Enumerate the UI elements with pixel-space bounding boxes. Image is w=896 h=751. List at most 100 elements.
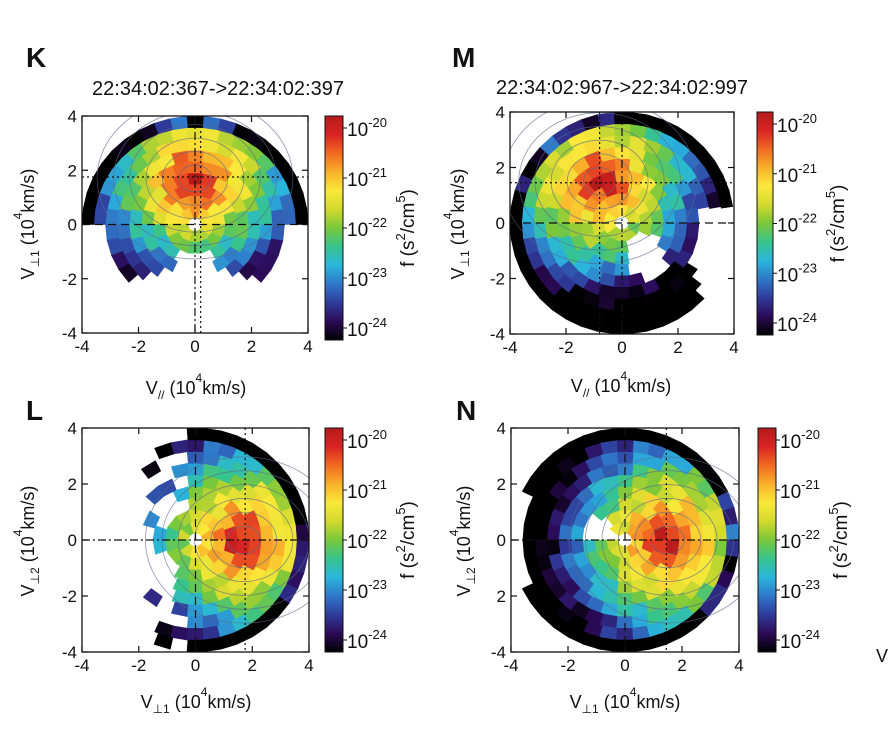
colorbar-label: f (s2/cm5) (393, 189, 419, 267)
heat-cell (632, 637, 651, 652)
y-tick-label: -4 (490, 325, 505, 344)
colorbar-tick-label: 10-24 (777, 310, 817, 336)
y-axis-label: V⊥1 (104km/s) (11, 169, 42, 280)
colorbar-tick-label: 10-22 (347, 215, 387, 241)
colorbar-tick-label: 10-22 (777, 211, 817, 237)
panel-N: N -4 -2 0 2 4 4 2 0 2 -4 V⊥1 (104km/s) V⊥2 (104km/s)… (447, 395, 852, 716)
heat-cell (131, 261, 152, 281)
colorbar-tick-label: 10-22 (347, 527, 387, 553)
heat-cell (678, 262, 698, 283)
heat-cell (629, 319, 648, 334)
x-tick-label: 2 (248, 656, 257, 675)
heat-cell (533, 206, 547, 224)
guide-lines (511, 428, 739, 652)
heat-cell (82, 207, 96, 225)
x-tick-label: -2 (558, 338, 573, 357)
heat-cell (677, 539, 692, 557)
heat-cell (546, 523, 561, 541)
colorbar-tick-label: 10-20 (780, 427, 820, 453)
heat-cell (142, 510, 161, 529)
y-tick-label: 2 (68, 475, 77, 494)
y-tick-label: 2 (497, 475, 506, 494)
contour-line (585, 470, 739, 610)
colorbar: 10-20 10-21 10-22 10-23 10-24 f (s2/cm5) (756, 111, 849, 336)
x-tick-label: -2 (131, 337, 146, 356)
x-tick-label: 4 (304, 656, 313, 675)
panel-letter: M (452, 42, 475, 73)
heat-cell (142, 588, 163, 608)
panel-title: 22:34:02:367->22:34:02:397 (92, 78, 344, 100)
x-tick-label: 2 (677, 656, 686, 675)
y-tick-label: 0 (497, 531, 506, 550)
heat-cell (599, 428, 618, 443)
panel-letter: N (456, 395, 476, 426)
colorbar-tick-label: 10-24 (780, 627, 820, 653)
x-tick-label: -4 (74, 337, 89, 356)
heat-cell (681, 276, 702, 297)
contour-line (161, 470, 309, 610)
heat-cell (140, 460, 162, 479)
x-tick-label: -4 (503, 656, 518, 675)
panel-letter: L (26, 395, 43, 426)
heat-cell (673, 222, 688, 239)
colorbar-tick-label: 10-20 (347, 115, 387, 141)
panel-M: M22:34:02:967->22:34:02:997-4 -2 0 2 4420-2-… (441, 42, 849, 400)
heat-cell (521, 476, 542, 497)
heat-cell (638, 222, 653, 237)
heat-cell (522, 539, 537, 557)
y-tick-label: 0 (68, 531, 77, 550)
contour-line (568, 456, 739, 624)
x-tick-label: 0 (620, 656, 629, 675)
colorbar-gradient (324, 115, 344, 341)
heatmap-cells (521, 428, 739, 652)
heat-cell (632, 428, 651, 443)
heat-cell (295, 539, 309, 558)
panel-title: 22:34:02:967->22:34:02:997 (496, 77, 748, 99)
guide-lines (82, 428, 309, 652)
y-axis-label: V⊥1 (104km/s) (441, 169, 472, 280)
colorbar-gradient (757, 427, 777, 653)
heatmap-cells (140, 428, 309, 652)
heat-cell (684, 290, 705, 311)
y-tick-label: 0 (496, 214, 505, 233)
heat-cell (152, 539, 167, 555)
panel-letter: K (26, 42, 46, 73)
heat-cell (283, 523, 298, 541)
colorbar-tick-label: 10-24 (347, 627, 387, 653)
heat-cell (546, 539, 561, 557)
colorbar: 10-20 10-21 10-22 10-23 10-24 f (s2/cm5) (757, 427, 852, 653)
heat-cell (510, 206, 524, 224)
heat-cell (685, 222, 700, 240)
colorbar: 10-20 10-21 10-22 10-23 10-24 f (s2/cm5) (324, 427, 419, 653)
heat-cell (128, 208, 143, 225)
colorbar-tick-label: 10-22 (780, 527, 820, 553)
heat-cell (521, 206, 535, 224)
heat-cell (105, 208, 119, 225)
x-tick-label: 4 (303, 337, 312, 356)
heat-cell (294, 207, 308, 225)
heat-cell (510, 222, 524, 240)
y-tick-label: 0 (68, 216, 77, 235)
panel-L: L -4 -2 0 2 4 4 2 0 -2 -4 V⊥1 (104km/s) V⊥2 (104km/s… (11, 395, 419, 716)
colorbar: 10-20 10-21 10-22 10-23 10-24 f (s2/cm5) (324, 115, 419, 341)
heat-cell (259, 539, 274, 557)
y-axis-label: V⊥2 (104km/s) (447, 486, 478, 597)
y-tick-label: -4 (62, 324, 77, 343)
y-tick-label: -4 (491, 643, 506, 662)
y-tick-label: -2 (62, 587, 77, 606)
colorbar-tick-label: 10-21 (780, 477, 820, 503)
colorbar-gradient (324, 427, 344, 653)
panel-K: K22:34:02:367->22:34:02:397-4 -2 0 2 4420-2-… (11, 42, 419, 402)
heat-cell (145, 485, 166, 505)
colorbar-tick-label: 10-23 (347, 265, 387, 291)
y-tick-label: -2 (62, 270, 77, 289)
axis-ticks: -4 -2 0 2 4 4 2 0 -2 -4 (62, 107, 313, 356)
x-tick-label: 2 (247, 337, 256, 356)
colorbar-label: f (s2/cm5) (826, 501, 852, 579)
x-tick-label: 0 (190, 337, 199, 356)
x-tick-label: 4 (734, 656, 743, 675)
colorbar-tick-label: 10-20 (777, 111, 817, 137)
heat-cell (701, 523, 716, 541)
heat-cell (170, 463, 189, 479)
heat-cell (522, 523, 537, 541)
